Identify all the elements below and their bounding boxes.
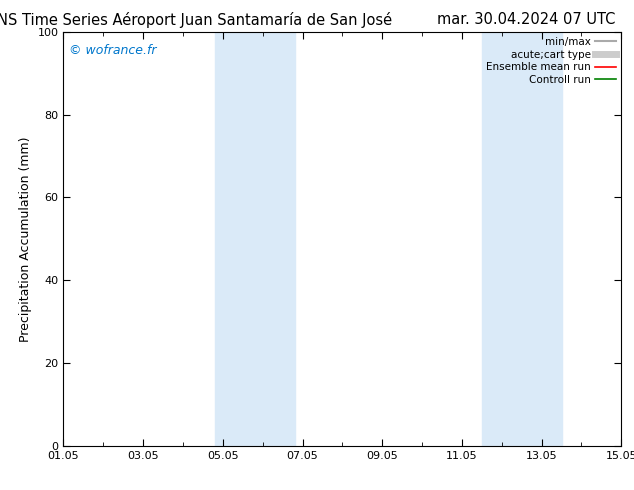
Text: ENS Time Series Aéroport Juan Santamaría de San José: ENS Time Series Aéroport Juan Santamaría… [0,12,392,28]
Text: mar. 30.04.2024 07 UTC: mar. 30.04.2024 07 UTC [437,12,615,27]
Bar [482,32,562,446]
Legend: min/max, acute;cart type, Ensemble mean run, Controll run: min/max, acute;cart type, Ensemble mean … [484,35,618,87]
Bar [215,32,295,446]
Y-axis label: Precipitation Accumulation (mm): Precipitation Accumulation (mm) [19,136,32,342]
Text: © wofrance.fr: © wofrance.fr [69,44,157,57]
